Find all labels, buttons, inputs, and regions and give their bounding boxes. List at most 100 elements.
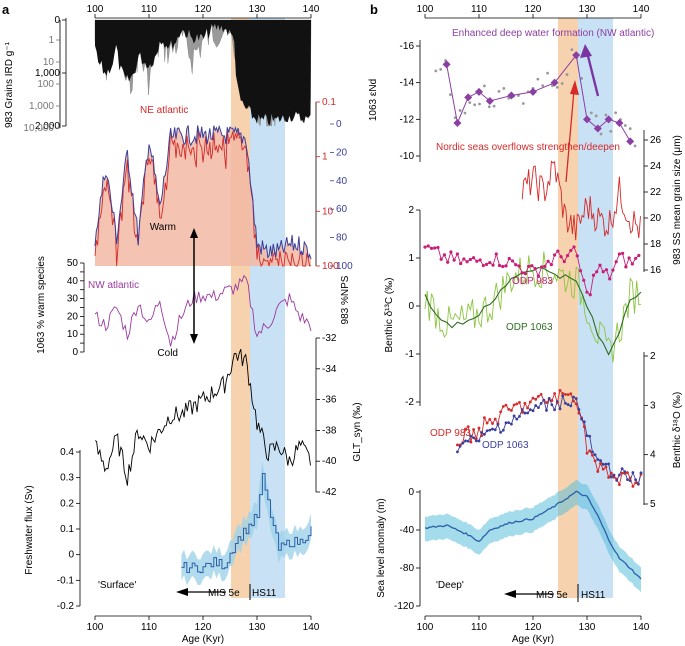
nd-grey-point — [448, 93, 452, 97]
d18o-1063-point — [510, 422, 513, 426]
grain-arrow-head — [570, 80, 579, 95]
nd-grey-point — [521, 102, 525, 105]
d13c-983-point — [449, 250, 453, 254]
nd-grey-point — [434, 69, 438, 73]
d18o-983-point — [480, 434, 484, 438]
nd-grey-point — [541, 84, 545, 88]
gl-tick-label: -36 — [322, 395, 337, 406]
nd-point — [507, 91, 516, 100]
ird-linear-tick-label: 1,000 — [35, 68, 60, 79]
top-axis-b-tick-label: 120 — [525, 4, 542, 15]
d13c-983-point — [468, 257, 472, 262]
d18o-983-point — [483, 416, 486, 420]
nd-point — [615, 119, 624, 127]
d18o-983-point — [604, 465, 608, 469]
hs-label-a: HS11 — [252, 588, 277, 599]
d13c-983-point — [501, 264, 505, 269]
d18o-1063-point — [639, 471, 643, 475]
d13c-983-label: ODP 983 — [512, 276, 553, 287]
d18o-1063-point — [561, 394, 565, 398]
d18o-983-point — [518, 401, 521, 404]
d13c-983-point — [433, 246, 437, 250]
nd-point — [572, 51, 581, 60]
nps-blue-tick-label: 100 — [336, 261, 353, 272]
d18o-983-point — [469, 440, 473, 444]
ird-black-area — [95, 20, 311, 126]
hs-label-b: HS11 — [581, 590, 606, 601]
d18o-983-point — [593, 459, 597, 463]
d18o-1063-point — [607, 462, 610, 466]
sl-tag: 'Deep' — [436, 580, 464, 591]
sl-plot: 0 -40 -80 -120 Sea level anomaly (m) 'Deep' — [376, 479, 642, 612]
sl-tick-label: -80 — [400, 563, 415, 574]
d18o-983-point — [574, 402, 578, 406]
d18o-1063-point — [580, 417, 583, 421]
d13c-983-point — [523, 272, 528, 276]
nd-point — [550, 78, 559, 87]
nd-point — [464, 93, 473, 102]
d18o-1063-point — [464, 439, 467, 443]
d18o-983-point — [572, 399, 575, 403]
d18o-1063-point — [531, 409, 535, 413]
ird-log-tick-label: 1,000 — [29, 101, 54, 112]
mis5e-band-b — [558, 18, 578, 598]
nd-grey-point — [536, 77, 540, 81]
d18o-1063-point — [474, 439, 478, 443]
nd-grey-point — [473, 103, 477, 107]
d18o-983-line — [457, 389, 642, 488]
d13c-983-point — [627, 256, 631, 260]
fw-tick-label: 0.2 — [60, 498, 74, 509]
nd-point — [604, 115, 613, 124]
grain-annotation: Nordic seas overflows strengthen/deepen — [436, 142, 620, 153]
d18o-1063-label: ODP 1063 — [482, 440, 529, 451]
d13c-983-point — [634, 256, 638, 261]
d18o-983-point — [515, 402, 519, 406]
d18o-983-point — [531, 396, 535, 400]
nd-grey-point — [604, 113, 608, 117]
bottom-axis-b-tick-label: 120 — [525, 622, 542, 633]
d13c-983-point — [530, 264, 534, 268]
d18o-1063-point — [491, 427, 494, 431]
warm-tick-label: 20 — [67, 311, 79, 322]
d18o-1063-point — [461, 441, 465, 445]
nd-grey-point — [628, 127, 632, 131]
d13c-983-point — [572, 245, 576, 249]
d18o-983-point — [491, 422, 494, 425]
d18o-983-point — [512, 403, 516, 407]
top-axis-a: 100 110 120 130 140 — [87, 4, 320, 19]
d13c-983-point — [459, 261, 463, 266]
nd-grey-point — [623, 124, 627, 127]
d18o-1063-point — [488, 428, 492, 432]
d18o-1063-point — [539, 401, 543, 405]
d18o-1063-point — [636, 482, 640, 486]
d18o-983-point — [553, 392, 556, 395]
d13c-983-point — [611, 268, 615, 272]
nd-grey-point — [468, 101, 472, 105]
d18o-983-point — [631, 484, 635, 488]
ird-log-tick-label: 100 — [37, 79, 54, 90]
d13c-tick-label: -1 — [405, 349, 414, 360]
fw-tag: 'Surface' — [98, 580, 136, 591]
d13c-983-point — [446, 260, 450, 264]
grain-plot: Nordic seas overflows strengthen/deepen … — [436, 80, 683, 276]
d13c-983-point — [462, 257, 466, 261]
nd-tick-label: -14 — [400, 78, 415, 89]
d18o-983-point — [591, 453, 594, 457]
d18o-1063-point — [456, 450, 459, 454]
d18o-983-point — [634, 481, 637, 485]
nd-plot: -16 -14 -12 -10 1063 εNd Enhanced deep wate… — [368, 28, 654, 162]
sl-ylabel: Sea level anomaly (m) — [376, 498, 387, 597]
d18o-983-point — [501, 405, 505, 408]
d18o-1063-point — [615, 478, 619, 482]
d18o-983-point — [477, 426, 481, 430]
gl-tick-label: -40 — [322, 456, 337, 467]
d18o-1063-point — [599, 459, 602, 462]
d18o-1063-point — [601, 463, 605, 466]
fw-tick-label: 0.4 — [60, 447, 74, 458]
d13c-983-point — [504, 264, 508, 268]
fw-line — [181, 473, 312, 574]
d18o-1063-point — [550, 403, 554, 407]
d18o-983-point — [510, 409, 513, 412]
